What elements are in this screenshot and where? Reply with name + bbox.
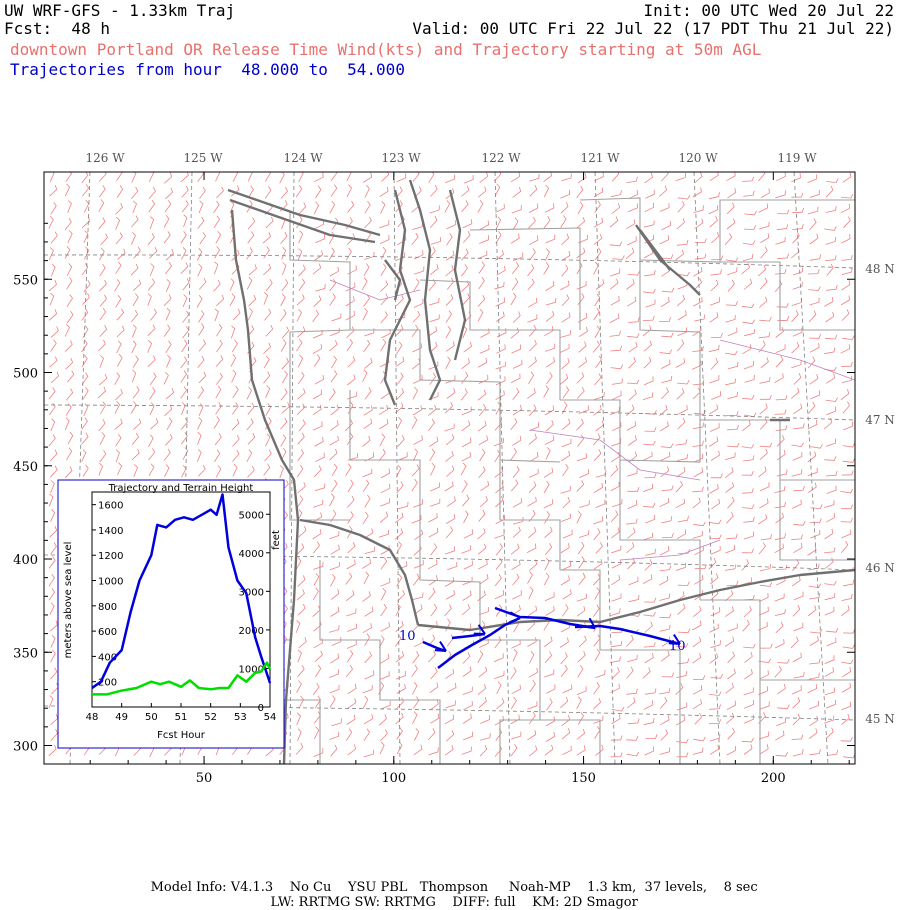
model-physics-text: LW: RRTMG SW: RRTMG DIFF: full KM: 2D Sm…: [270, 895, 638, 910]
inset-y-tick-left: 1600: [98, 501, 123, 512]
longitude-label: 124 W: [283, 151, 323, 165]
trajectory-range: Trajectories from hour 48.000 to 54.000: [10, 60, 405, 79]
terrain-height-line: [92, 661, 272, 696]
x-tick-label: 200: [761, 771, 786, 786]
inset-y-tick-left: 1200: [98, 551, 123, 562]
y-tick-label: 350: [13, 646, 38, 661]
inset-y-tick-left: 400: [98, 652, 117, 663]
y-tick-label: 400: [13, 553, 38, 568]
inset-x-tick: 49: [115, 712, 128, 723]
inset-x-tick: 52: [204, 712, 217, 723]
trajectory-height-line: [91, 493, 272, 690]
latitude-label: 46 N: [865, 561, 895, 575]
longitude-label: 122 W: [481, 151, 521, 165]
inset-ylabel-left: meters above sea level: [63, 542, 74, 659]
trajectory-start-label: 10: [399, 629, 416, 644]
inset-x-tick: 54: [264, 712, 277, 723]
x-tick-label: 50: [196, 771, 213, 786]
y-tick-label: 300: [13, 740, 38, 755]
x-tick-label: 150: [571, 771, 596, 786]
longitude-label: 123 W: [381, 151, 421, 165]
latitude-label: 47 N: [865, 413, 895, 427]
inset-y-tick-left: 200: [98, 678, 117, 689]
init-time: Init: 00 UTC Wed 20 Jul 22: [643, 1, 894, 20]
x-tick-label: 100: [381, 771, 406, 786]
inset-y-tick-right: 5000: [239, 510, 264, 521]
inset-x-tick: 51: [175, 712, 188, 723]
product-title: UW WRF-GFS - 1.33km Traj: [4, 1, 236, 20]
latitude-label: 48 N: [865, 262, 895, 276]
coastline: [227, 179, 855, 764]
inset-y-tick-left: 1000: [98, 577, 123, 588]
county-boundaries: [249, 197, 855, 764]
inset-y-tick-left: 1400: [98, 526, 123, 537]
longitude-label: 120 W: [678, 151, 718, 165]
inset-y-tick-right: 3000: [239, 587, 264, 598]
y-tick-label: 500: [13, 367, 38, 382]
longitude-label: 121 W: [580, 151, 620, 165]
y-tick-label: 450: [13, 460, 38, 475]
model-info-text: Model Info: V4.1.3 No Cu YSU PBL Thompso…: [150, 880, 758, 895]
inset-x-tick: 48: [86, 712, 99, 723]
trajectory-end-label: 10: [669, 639, 686, 654]
y-tick-label: 550: [13, 273, 38, 288]
valid-time: Valid: 00 UTC Fri 22 Jul 22 (17 PDT Thu …: [412, 19, 894, 38]
inset-y-tick-right: 4000: [239, 549, 264, 560]
inset-x-tick: 50: [145, 712, 158, 723]
forecast-hour: Fcst: 48 h: [4, 19, 110, 38]
inset-ylabel-right: feet: [271, 530, 282, 550]
model-info-line2: LW: RRTMG SW: RRTMG DIFF: full KM: 2D Sm…: [0, 880, 900, 910]
inset-y-tick-left: 800: [98, 602, 117, 613]
trajectory-paths: [422, 606, 681, 669]
inset-y-tick-right: 0: [258, 703, 264, 714]
inset-x-tick: 53: [234, 712, 247, 723]
longitude-label: 119 W: [777, 151, 817, 165]
map-axis-labels: 5010015020025030035040045055050045040035…: [13, 151, 895, 786]
inset-y-tick-left: 600: [98, 627, 117, 638]
inset-chart: Trajectory and Terrain Height Fcst Hour …: [57, 479, 285, 749]
inset-y-tick-right: 1000: [239, 664, 264, 675]
latitude-label: 45 N: [865, 712, 895, 726]
subtitle: downtown Portland OR Release Time Wind(k…: [10, 40, 762, 59]
inset-xlabel: Fcst Hour: [157, 730, 206, 741]
map-frame: [43, 171, 856, 765]
longitude-label: 126 W: [85, 151, 125, 165]
model-info-line1: Model Info: V4.1.3 No Cu YSU PBL Thompso…: [0, 865, 900, 895]
inset-y-tick-right: 2000: [239, 626, 264, 637]
inset-title: Trajectory and Terrain Height: [108, 483, 254, 494]
longitude-label: 125 W: [183, 151, 223, 165]
map-axis-ticks: [44, 172, 855, 764]
lat-lon-grid: [44, 172, 855, 764]
